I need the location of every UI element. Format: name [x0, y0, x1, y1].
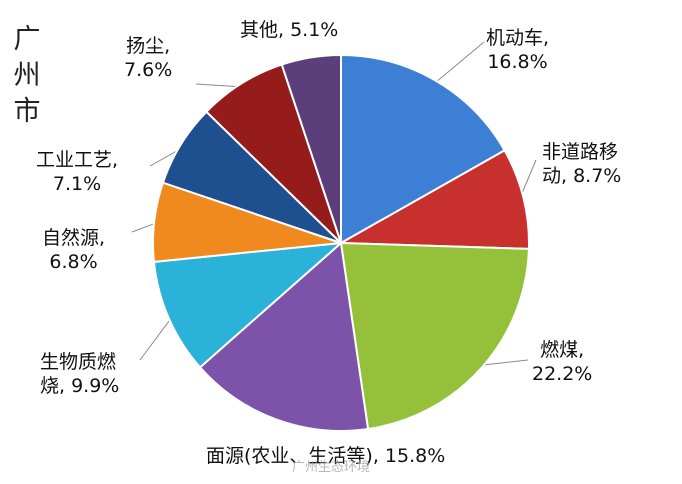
label-dust-name: 扬尘, — [126, 35, 171, 57]
pie-slice-4 — [152, 241, 344, 369]
label-industrial: 工业工艺, 7.1% — [36, 148, 118, 196]
pie-slice-2 — [339, 241, 530, 431]
label-other-value: 5.1% — [290, 19, 339, 41]
label-area-source-value: 15.8% — [384, 445, 446, 467]
label-non-road-mobile: 非道路移 动, 8.7% — [542, 140, 621, 188]
label-industrial-name: 工业工艺, — [36, 149, 119, 171]
label-dust-value: 7.6% — [124, 59, 173, 81]
label-natural: 自然源, 6.8% — [42, 226, 105, 274]
label-motor-vehicle: 机动车, 16.8% — [486, 26, 549, 74]
label-motor-vehicle-name: 机动车, — [486, 27, 550, 49]
label-non-road-mobile-name-2: 动, — [542, 165, 574, 187]
pie-slice-8 — [280, 53, 342, 244]
leader-line-4 — [139, 316, 173, 361]
pie-slice-0 — [340, 53, 506, 245]
label-area-source: 面源(农业、生活等), 15.8% — [206, 444, 445, 468]
label-natural-name: 自然源, — [42, 227, 106, 249]
label-non-road-mobile-value: 8.7% — [573, 165, 622, 187]
label-area-source-name: 面源(农业、生活等), — [206, 445, 385, 467]
label-other-name: 其他, — [240, 19, 291, 41]
label-biomass-name-2: 烧, — [40, 375, 72, 397]
label-biomass-name: 生物质燃 — [40, 351, 117, 373]
label-industrial-value: 7.1% — [52, 173, 102, 195]
label-coal-value: 22.2% — [532, 363, 593, 385]
pie-slice-3 — [198, 241, 370, 432]
label-non-road-mobile-name: 非道路移 — [542, 141, 619, 163]
label-biomass: 生物质燃 烧, 9.9% — [40, 350, 119, 398]
label-other: 其他, 5.1% — [240, 18, 338, 42]
label-biomass-value: 9.9% — [71, 375, 120, 397]
leader-line-2 — [478, 359, 529, 366]
label-coal: 燃煤, 22.2% — [532, 338, 592, 386]
label-natural-value: 6.8% — [49, 251, 98, 273]
leader-line-0 — [433, 41, 485, 85]
label-motor-vehicle-value: 16.8% — [487, 51, 548, 73]
watermark: 广州生态环境 — [292, 460, 371, 475]
label-dust: 扬尘, 7.6% — [124, 34, 172, 82]
chart-title: 广州市 — [13, 24, 41, 127]
label-coal-name: 燃煤, — [540, 339, 585, 361]
pie-slice-1 — [337, 149, 530, 250]
